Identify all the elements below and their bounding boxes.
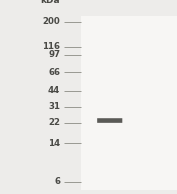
Bar: [81, 16, 177, 190]
Text: 22: 22: [48, 118, 60, 127]
FancyBboxPatch shape: [97, 118, 122, 123]
Text: 66: 66: [48, 68, 60, 77]
Text: 14: 14: [48, 139, 60, 148]
Text: 200: 200: [42, 17, 60, 26]
Text: kDa: kDa: [41, 0, 60, 5]
Text: 97: 97: [48, 50, 60, 59]
Text: 116: 116: [42, 42, 60, 51]
Text: 31: 31: [48, 102, 60, 111]
Text: 6: 6: [54, 177, 60, 186]
Text: 44: 44: [48, 87, 60, 95]
